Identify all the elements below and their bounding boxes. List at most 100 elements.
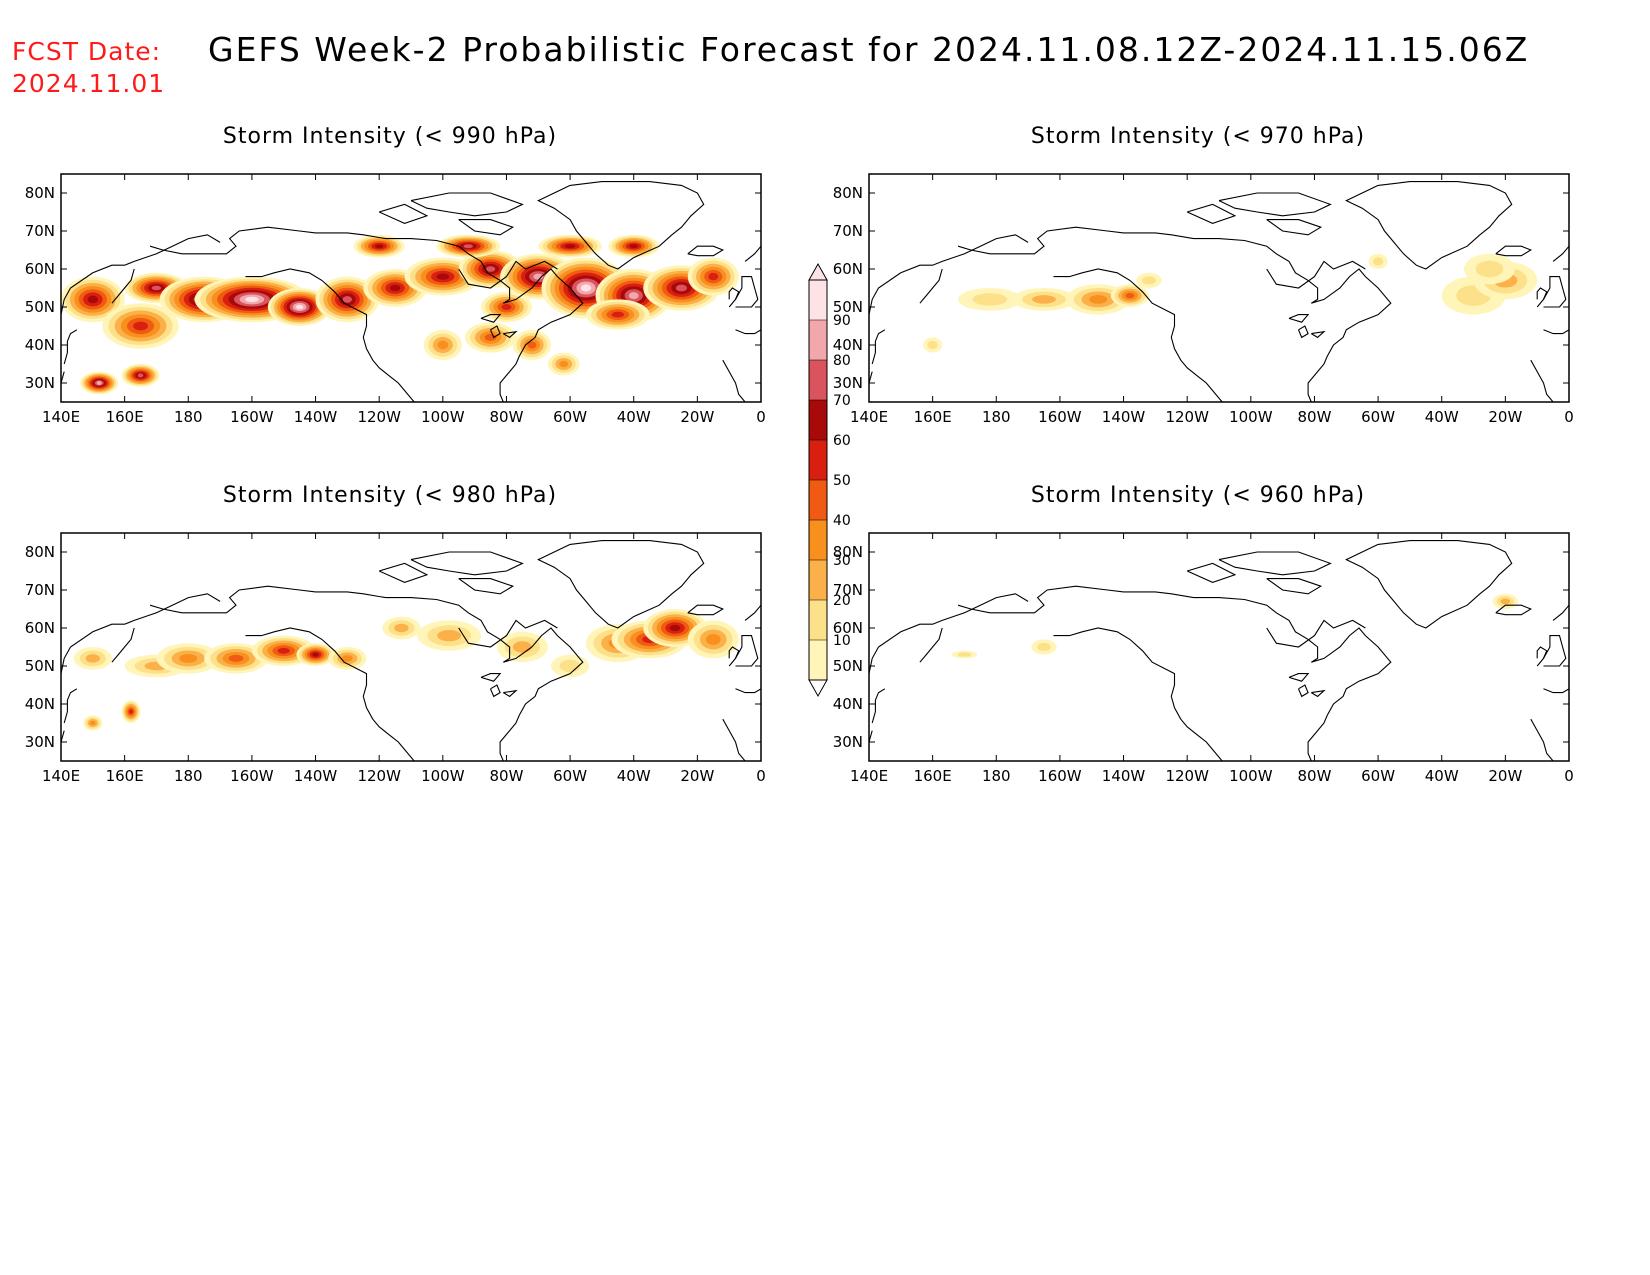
x-tick-label: 40W bbox=[617, 408, 651, 426]
x-tick-label: 180 bbox=[982, 767, 1011, 785]
coastline bbox=[245, 627, 415, 761]
coastline bbox=[61, 234, 221, 315]
y-tick-label: 50N bbox=[25, 657, 55, 675]
coastline bbox=[245, 268, 415, 402]
x-tick-label: 80W bbox=[489, 767, 523, 785]
coastline bbox=[1536, 287, 1548, 300]
coastline bbox=[722, 718, 746, 761]
coastline bbox=[1543, 329, 1569, 335]
x-tick-label: 40W bbox=[1425, 408, 1459, 426]
y-tick-label: 30N bbox=[25, 733, 55, 751]
y-tick-label: 60N bbox=[833, 260, 863, 278]
y-tick-label: 80N bbox=[25, 543, 55, 561]
coastline bbox=[687, 604, 725, 616]
map-frame bbox=[868, 173, 1570, 403]
probability-shade bbox=[501, 304, 512, 310]
x-tick-label: 140E bbox=[850, 767, 888, 785]
probability-shade bbox=[389, 284, 401, 292]
y-tick-label: 60N bbox=[833, 619, 863, 637]
probability-shade bbox=[559, 659, 581, 673]
probability-shade bbox=[437, 340, 449, 350]
coastline bbox=[63, 329, 78, 365]
x-tick-label: 80W bbox=[489, 408, 523, 426]
colorbar-bin bbox=[809, 440, 827, 480]
coastline bbox=[1495, 245, 1533, 257]
coastline bbox=[458, 578, 515, 595]
coastline bbox=[1186, 203, 1237, 224]
colorbar-label: 30 bbox=[833, 553, 851, 569]
probability-shade bbox=[580, 284, 592, 292]
coastline bbox=[1536, 646, 1548, 659]
y-tick-label: 30N bbox=[25, 374, 55, 392]
x-tick-label: 0 bbox=[1564, 408, 1574, 426]
coastline bbox=[63, 688, 78, 724]
panel-title-970: Storm Intensity (< 970 hPa) bbox=[1030, 124, 1366, 149]
x-tick-label: 160W bbox=[230, 767, 274, 785]
x-tick-label: 140W bbox=[1102, 408, 1146, 426]
coastline bbox=[1543, 688, 1569, 694]
colorbar-label: 70 bbox=[833, 393, 851, 409]
map-panel-980: 140E 160E 180 160W 140W 120W 100W 80W 60W 40W 20W 0… bbox=[25, 532, 766, 785]
map-frame bbox=[60, 532, 762, 762]
probability-shade bbox=[708, 272, 719, 281]
x-tick-label: 160E bbox=[106, 767, 144, 785]
x-tick-label: 140E bbox=[42, 408, 80, 426]
probability-shade bbox=[1142, 276, 1156, 285]
x-tick-label: 60W bbox=[553, 767, 587, 785]
forecast-date-label: FCST Date: bbox=[12, 37, 162, 66]
y-tick-label: 50N bbox=[833, 298, 863, 316]
colorbar-legend: 10 20 30 40 50 60 70 80 90 bbox=[808, 262, 851, 698]
probability-shade bbox=[927, 340, 938, 350]
probability-shade bbox=[437, 629, 462, 642]
probability-shade bbox=[129, 709, 133, 714]
x-tick-label: 120W bbox=[357, 408, 401, 426]
coastline bbox=[1218, 192, 1332, 217]
page-title: GEFS Week-2 Probabilistic Forecast for 2… bbox=[208, 30, 1530, 69]
coastline bbox=[722, 359, 746, 402]
x-tick-label: 160E bbox=[914, 408, 952, 426]
x-tick-label: 100W bbox=[1229, 767, 1273, 785]
map-panel-990: 140E 160E 180 160W 140W 120W 100W 80W 60W 40W 20W 0… bbox=[25, 173, 766, 426]
y-tick-label: 40N bbox=[25, 336, 55, 354]
coastline bbox=[1266, 260, 1366, 289]
probability-shade bbox=[228, 654, 244, 662]
coastline bbox=[489, 684, 501, 698]
coastline bbox=[378, 203, 429, 224]
y-tick-label: 70N bbox=[833, 581, 863, 599]
coastline bbox=[1288, 673, 1310, 682]
y-tick-label: 40N bbox=[25, 695, 55, 713]
probability-shade bbox=[527, 341, 537, 349]
coastline bbox=[1218, 551, 1332, 576]
coastline bbox=[1495, 604, 1533, 616]
coastline bbox=[957, 585, 1392, 761]
coastline bbox=[1297, 325, 1309, 339]
coastline bbox=[458, 219, 515, 236]
coastline bbox=[871, 688, 886, 724]
x-tick-label: 60W bbox=[553, 408, 587, 426]
coastline bbox=[957, 226, 1392, 402]
probability-shade bbox=[485, 266, 496, 272]
probability-shade bbox=[374, 244, 384, 249]
coastline bbox=[869, 234, 1029, 315]
x-tick-label: 20W bbox=[1488, 408, 1522, 426]
x-tick-label: 60W bbox=[1361, 408, 1395, 426]
colorbar-label: 10 bbox=[833, 633, 851, 649]
forecast-date-block: FCST Date: 2024.11.01 bbox=[12, 36, 165, 100]
probability-shade bbox=[342, 296, 353, 303]
coastline bbox=[489, 325, 501, 339]
coastline bbox=[1053, 268, 1223, 402]
coastline bbox=[537, 540, 705, 629]
coastline bbox=[728, 287, 740, 300]
y-tick-label: 60N bbox=[25, 619, 55, 637]
x-tick-label: 20W bbox=[1488, 767, 1522, 785]
panel-title-990: Storm Intensity (< 990 hPa) bbox=[222, 124, 558, 149]
probability-shade bbox=[245, 296, 259, 303]
y-tick-label: 50N bbox=[833, 657, 863, 675]
y-tick-label: 40N bbox=[833, 336, 863, 354]
x-tick-label: 0 bbox=[1564, 767, 1574, 785]
probability-shade bbox=[463, 244, 473, 249]
x-tick-label: 160E bbox=[106, 408, 144, 426]
coastline bbox=[1552, 604, 1569, 621]
x-tick-label: 120W bbox=[357, 767, 401, 785]
colorbar-label: 50 bbox=[833, 473, 851, 489]
